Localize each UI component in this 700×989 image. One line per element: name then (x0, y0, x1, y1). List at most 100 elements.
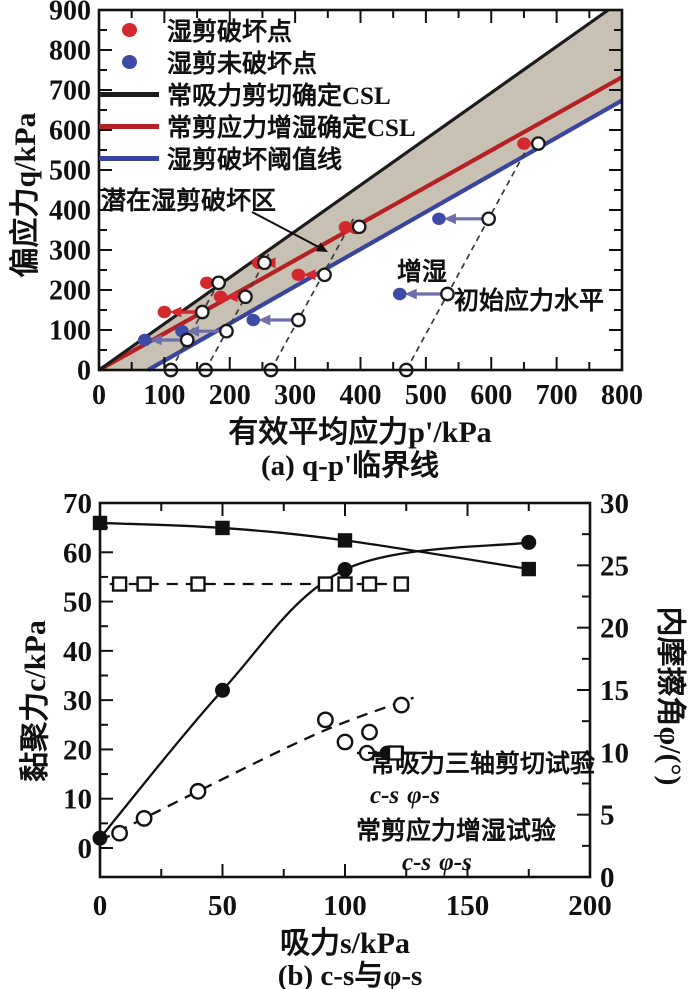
potential-failure-band (99, 10, 622, 370)
open-circle-point (336, 733, 354, 751)
legend-item-failure-point: 湿剪破坏点 (98, 14, 416, 46)
legend-label: 湿剪破坏阈值线 (167, 147, 343, 174)
red-dot-marker-icon (98, 23, 160, 37)
chart-a-caption: (a) q-p'临界线 (260, 450, 440, 482)
svg-text:40: 40 (63, 636, 92, 668)
filled-circle-point (215, 682, 230, 698)
open-square-point (190, 576, 206, 592)
svg-text:100: 100 (49, 316, 91, 347)
blue-dot-marker-icon (98, 55, 160, 69)
legend-item-csl-shear: 常吸力剪切确定CSL (98, 78, 416, 110)
loading-path (270, 218, 355, 371)
open-circle-point (361, 723, 378, 741)
initial-state-point (211, 275, 226, 291)
initial-state-point (351, 219, 367, 235)
filled-circle-point (521, 534, 537, 550)
svg-text:0: 0 (93, 890, 108, 922)
svg-text:800: 800 (601, 380, 643, 411)
annotation-wetting: 增湿 (397, 259, 448, 286)
svg-text:10: 10 (63, 784, 92, 816)
red-line-marker-icon (98, 123, 160, 129)
open-square-point (361, 576, 378, 592)
open-circle-point (392, 696, 410, 714)
svg-text:300: 300 (274, 380, 316, 411)
svg-text:150: 150 (446, 890, 490, 922)
initial-state-point (257, 255, 272, 271)
svg-text:800: 800 (49, 36, 91, 67)
legend-label: 湿剪未破坏点 (167, 51, 318, 78)
chart-b-right-axis-label: 内摩擦角φ/(°) (653, 606, 687, 786)
svg-text:200: 200 (568, 890, 612, 922)
open-circle-point (135, 810, 153, 827)
failure-point (200, 276, 214, 289)
no-failure-point (392, 287, 407, 301)
failure-point (291, 268, 306, 281)
failure-point (213, 290, 228, 303)
csl_shear-line (98, 8, 610, 372)
chart-b-caption: (b) c-s与φ-s (277, 960, 423, 989)
series-line (99, 541, 529, 839)
legend-cs-label: c-s (370, 781, 400, 809)
legend-label: 常吸力剪切确定CSL (167, 83, 391, 110)
no-failure-point (246, 313, 261, 327)
open-circle-point (316, 711, 334, 729)
initial-state-point (317, 267, 332, 283)
failure-point (517, 137, 531, 150)
chart-a-axes: 0 100 200 300 400 500 600 700 800 0 100 200 300 400 50… (49, 0, 643, 411)
blue-line-marker-icon (98, 155, 160, 161)
svg-text:100: 100 (143, 380, 185, 411)
open-square-point (136, 576, 152, 592)
svg-text:600: 600 (49, 116, 91, 147)
initial-state-point (219, 323, 234, 339)
open-circle-point (111, 824, 129, 842)
loading-path (170, 275, 223, 371)
svg-text:200: 200 (209, 380, 251, 411)
open-square-point (317, 576, 334, 592)
filled-circle-point (337, 562, 353, 578)
svg-text:700: 700 (49, 76, 91, 107)
open-circle-point (189, 782, 207, 800)
svg-text:700: 700 (536, 380, 578, 411)
filled-square-point (521, 561, 536, 577)
legend-label: 常剪应力增湿确定CSL (167, 115, 416, 142)
initial-state-point (481, 211, 496, 227)
svg-text:200: 200 (49, 276, 91, 307)
legend-label: 湿剪破坏点 (167, 19, 293, 46)
svg-text:20: 20 (600, 613, 629, 645)
chart-a-canvas: 0 100 200 300 400 500 600 700 800 0 100 200 300 400 50… (49, 0, 643, 411)
svg-text:25: 25 (600, 550, 629, 582)
svg-text:20: 20 (63, 734, 92, 766)
svg-text:500: 500 (49, 156, 91, 187)
annotation-initial-stress-level: 初始应力水平 (454, 288, 605, 315)
initial-state-point (291, 312, 306, 328)
initial-state-point (440, 286, 455, 302)
svg-text:5: 5 (600, 800, 615, 832)
svg-text:30: 30 (63, 685, 92, 717)
svg-text:0: 0 (78, 833, 93, 865)
svg-text:500: 500 (405, 380, 447, 411)
legend-item-csl-wetting: 常剪应力增湿确定CSL (98, 110, 416, 142)
legend-item-no-failure-point: 湿剪未破坏点 (98, 46, 416, 78)
chart-a-y-axis-label: 偏应力q/kPa (9, 112, 42, 278)
svg-text:400: 400 (340, 380, 382, 411)
svg-text:600: 600 (470, 380, 512, 411)
svg-text:10: 10 (600, 737, 629, 769)
legend-phi-label: φ-s (439, 848, 472, 876)
legend-phi-label: φ-s (407, 781, 440, 809)
no-failure-point (432, 212, 446, 225)
failure-point (338, 221, 353, 234)
initial-state-point (179, 332, 195, 348)
loading-path (204, 253, 270, 371)
filled-square-point (215, 520, 230, 536)
svg-text:0: 0 (600, 862, 615, 894)
failure-point (157, 305, 172, 319)
loading-path (405, 140, 532, 371)
legend-group-triaxial: 常吸力三轴剪切试验 (370, 751, 596, 778)
legend-cs-label: c-s (402, 848, 432, 876)
legend-row-wetting: c-s φ-s (358, 744, 616, 878)
svg-text:100: 100 (323, 890, 367, 922)
initial-state-point (194, 304, 210, 320)
